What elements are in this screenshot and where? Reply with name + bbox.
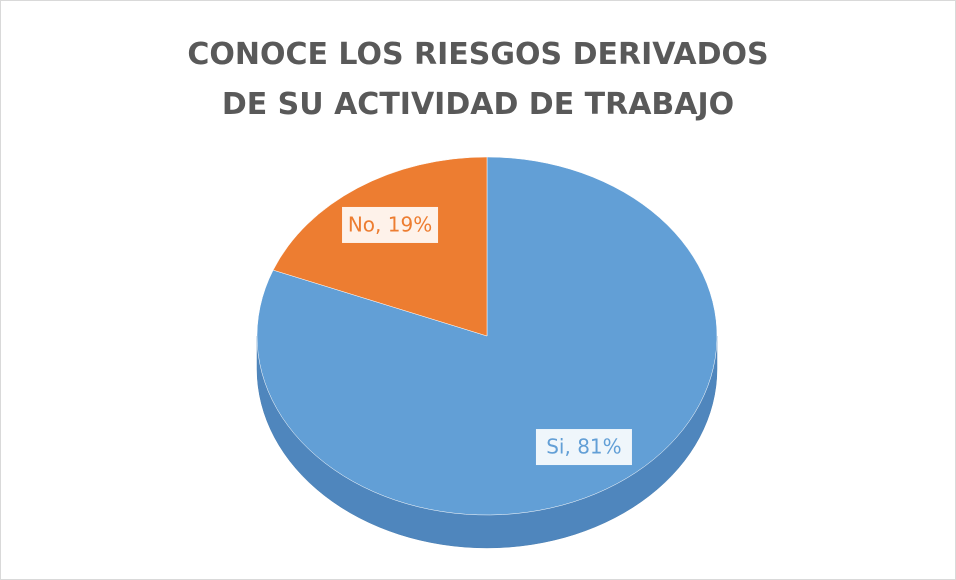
pie-slice xyxy=(256,156,718,516)
data-label: Si, 81% xyxy=(546,435,621,459)
chart-title: CONOCE LOS RIESGOS DERIVADOS DE SU ACTIV… xyxy=(187,37,769,122)
pie-slice xyxy=(272,156,488,337)
data-label: No, 19% xyxy=(348,212,432,236)
data-label-box xyxy=(342,206,439,243)
data-label-box xyxy=(535,429,632,466)
